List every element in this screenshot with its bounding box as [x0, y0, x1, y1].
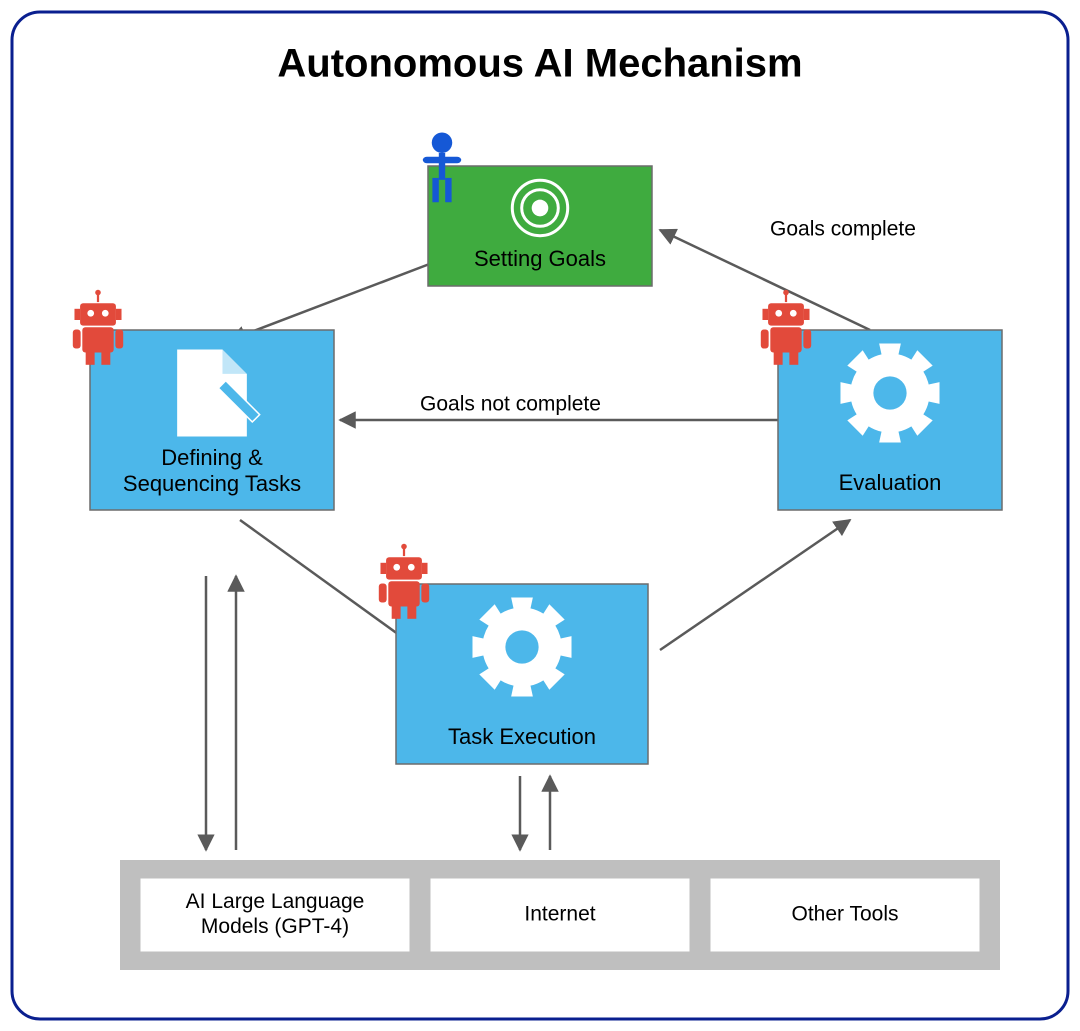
- svg-text:Defining &: Defining &: [161, 445, 263, 470]
- svg-text:Sequencing Tasks: Sequencing Tasks: [123, 471, 301, 496]
- node-goals: Setting Goals: [428, 166, 652, 286]
- svg-text:Autonomous AI Mechanism: Autonomous AI Mechanism: [277, 42, 802, 86]
- svg-text:AI Large Language: AI Large Language: [186, 890, 365, 913]
- diagram-svg: Autonomous AI Mechanism Goals not complet…: [0, 0, 1080, 1031]
- svg-text:Evaluation: Evaluation: [839, 470, 942, 495]
- diagram-frame: Autonomous AI Mechanism Goals not complet…: [0, 0, 1080, 1031]
- svg-text:Other Tools: Other Tools: [792, 903, 899, 926]
- svg-text:Goals complete: Goals complete: [770, 218, 916, 241]
- svg-text:Task Execution: Task Execution: [448, 724, 596, 749]
- svg-text:Goals not complete: Goals not complete: [420, 393, 601, 416]
- node-eval: Evaluation: [778, 330, 1002, 510]
- svg-text:Setting Goals: Setting Goals: [474, 246, 606, 271]
- svg-text:Models (GPT-4): Models (GPT-4): [201, 915, 349, 938]
- svg-text:Internet: Internet: [524, 903, 595, 926]
- node-define: Defining &Sequencing Tasks: [90, 330, 334, 510]
- node-exec: Task Execution: [396, 584, 648, 764]
